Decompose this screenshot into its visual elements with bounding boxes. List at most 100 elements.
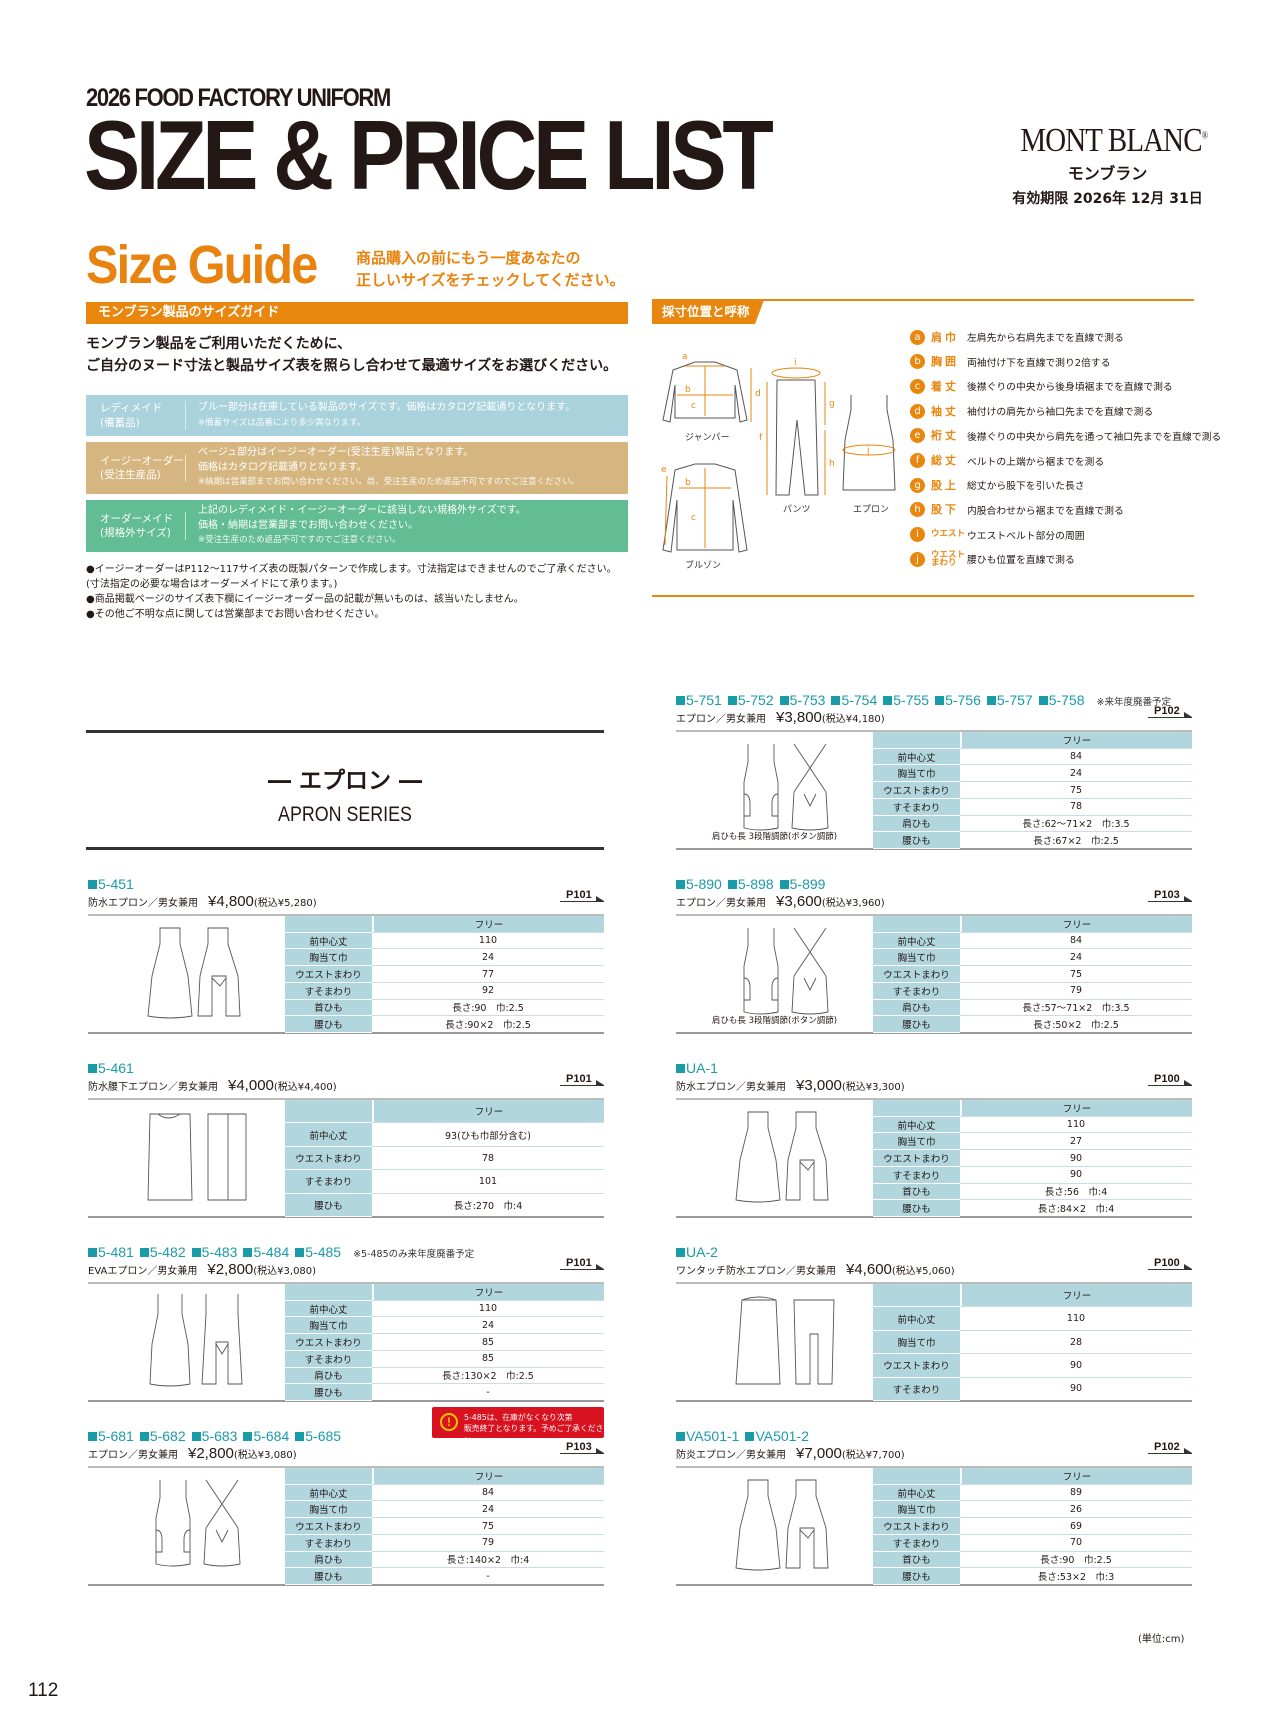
category-type: (受注生産品) xyxy=(100,469,161,481)
measure-value: 75 xyxy=(481,1520,495,1532)
measure-value: 長さ:56 巾:4 xyxy=(1044,1187,1108,1199)
measure-label: 前中心丈 xyxy=(285,1123,372,1147)
description-line: ベージュ部分はイージーオーダー(受注生産)製品となります。 xyxy=(198,447,474,459)
catalog-page-link[interactable]: P102 xyxy=(1148,705,1192,718)
square-bullet-icon xyxy=(779,696,789,705)
letter-badge-icon: f xyxy=(910,453,925,468)
measure-label: ウエストまわり xyxy=(285,1518,372,1535)
header-blank xyxy=(285,1284,372,1301)
measure-label: 肩ひも xyxy=(285,1551,372,1569)
measure-label: すそまわり xyxy=(285,982,372,1000)
measure-value: 長さ:130×2 巾:2.5 xyxy=(442,1371,534,1383)
product-name-line: 防炎エプロン／男女兼用 ¥7,000(税込¥7,700) P102 xyxy=(676,1441,1192,1463)
catalog-page-link[interactable]: P100 xyxy=(1148,1257,1192,1270)
catalog-page-link[interactable]: P102 xyxy=(1148,1441,1192,1454)
illustration-area xyxy=(88,916,285,1032)
measure-label: 肩ひも xyxy=(873,999,960,1017)
legend-term: 股上 xyxy=(931,478,959,492)
description-line: ブルー部分は在庫している製品のサイズです。価格はカタログ記載通りとなります。 xyxy=(198,402,576,413)
product-price-tax: (税込¥4,180) xyxy=(821,714,885,725)
product-codes: 5-461 xyxy=(88,1060,604,1077)
catalog-page-link[interactable]: P100 xyxy=(1148,1073,1192,1086)
measure-value: 84 xyxy=(1069,935,1083,947)
measure-label: 腰ひも xyxy=(873,1200,960,1218)
legend-term: 股下 xyxy=(931,503,959,517)
header-blank xyxy=(873,1468,960,1485)
measure-label: 腰ひも xyxy=(285,1384,372,1402)
size-grid: フリー 前中心丈 110 胸当て巾 24 ウエストまわり 85 すそまわり 85 肩ひも 長さ:13… xyxy=(285,1284,604,1402)
size-grid: フリー 前中心丈 110 胸当て巾 28 ウエストまわり 90 すそまわり 90 xyxy=(873,1284,1192,1402)
size-header: フリー xyxy=(372,1284,604,1300)
measure-label: 前中心丈 xyxy=(873,1484,960,1502)
letter-badge-icon: d xyxy=(910,403,925,419)
category-label: イージーオーダー (受注生産品) xyxy=(86,453,186,483)
size-guide-title: Size Guide xyxy=(86,235,318,295)
measure-value: 26 xyxy=(1069,1503,1083,1515)
catalog-page-link[interactable]: P103 xyxy=(560,1441,604,1454)
measure-value: 92 xyxy=(481,985,495,997)
header-blank xyxy=(285,1100,372,1124)
table-row: すそまわり 79 xyxy=(873,982,1192,1000)
table-row: 腰ひも 長さ:270 巾:4 xyxy=(285,1193,604,1218)
measurement-tab: 採寸位置と呼称 xyxy=(652,300,764,324)
measure-label: 腰ひも xyxy=(873,832,960,850)
catalog-page-link[interactable]: P103 xyxy=(1148,889,1192,902)
legend-description: ウエストベルト部分の周囲 xyxy=(967,530,1085,542)
legend-item: e 裄丈 後襟ぐりの中央から肩先を通って袖口先までを直線で測る xyxy=(910,426,1221,446)
square-bullet-icon xyxy=(779,880,789,889)
size-table: フリー 前中心丈 110 胸当て巾 24 ウエストまわり 77 すそまわり 92 首ひも 長さ:90… xyxy=(88,914,604,1034)
table-row: 肩ひも 長さ:57〜71×2 巾:3.5 xyxy=(873,999,1192,1017)
catalog-page-link[interactable]: P101 xyxy=(560,1073,604,1086)
illustration-area xyxy=(676,1100,873,1216)
catalog-page-link[interactable]: P101 xyxy=(560,1257,604,1270)
apron-illustration xyxy=(155,1479,241,1567)
product-price: ¥2,800 xyxy=(188,1445,234,1462)
size-category: イージーオーダー (受注生産品) ベージュ部分はイージーオーダー(受注生産)製品とな… xyxy=(86,442,628,494)
svg-text:e: e xyxy=(661,465,667,475)
description-note: ※備蓄サイズは品番により多少異なります。 xyxy=(198,417,366,428)
table-row: 腰ひも 長さ:84×2 巾:4 xyxy=(873,1200,1192,1218)
square-bullet-icon xyxy=(243,1248,253,1257)
measure-label: すそまわり xyxy=(285,1534,372,1552)
note-line: (寸法指定の必要な場合はオーダーメイドにて承ります。) xyxy=(86,579,338,590)
category-description: ベージュ部分はイージーオーダー(受注生産)製品となります。 価格はカタログ記載通り… xyxy=(198,446,579,490)
header-blank xyxy=(873,916,960,933)
table-row: 首ひも 長さ:90 巾:2.5 xyxy=(285,999,604,1017)
measure-value: 28 xyxy=(1069,1336,1083,1348)
size-header: フリー xyxy=(960,1100,1192,1116)
table-row: 肩ひも 長さ:140×2 巾:4 xyxy=(285,1551,604,1569)
table-row: 腰ひも 長さ:50×2 巾:2.5 xyxy=(873,1016,1192,1034)
legend-term: ウエスト xyxy=(931,529,966,540)
svg-text:c: c xyxy=(691,513,696,523)
warning-line: 5-485は、在庫がなくなり次第 xyxy=(464,1413,573,1422)
table-row: 腰ひも 長さ:53×2 巾:3 xyxy=(873,1568,1192,1586)
svg-text:h: h xyxy=(829,459,835,469)
measure-label: ウエストまわり xyxy=(285,1334,372,1351)
size-header: フリー xyxy=(960,1468,1192,1484)
product-code: 5-752 xyxy=(737,692,774,708)
table-row: ウエストまわり 78 xyxy=(285,1146,604,1171)
legend-term: 袖丈 xyxy=(931,404,959,418)
letter-badge-icon: e xyxy=(910,428,925,444)
brand-block: MONT BLANC® モンブラン 有効期限 2026年 12月 31日 xyxy=(1005,122,1210,208)
product-price-tax: (税込¥4,400) xyxy=(273,1082,337,1093)
product-code: 5-684 xyxy=(253,1428,290,1444)
catalog-page-link[interactable]: P101 xyxy=(560,889,604,902)
jumper-label: ジャンパー xyxy=(685,432,730,443)
legend-item: j ウエストまわり 腰ひも位置を直線で測る xyxy=(910,549,1075,569)
product-name: エプロン／男女兼用 xyxy=(88,1450,178,1461)
lead-line: ご自分のヌード寸法と製品サイズ表を照らし合わせて最適サイズをお選びください。 xyxy=(86,358,618,375)
product-block: VA501-1 VA501-2 防炎エプロン／男女兼用 ¥7,000(税込¥7,700… xyxy=(676,1428,1192,1586)
size-header: フリー xyxy=(960,732,1192,748)
measure-label: 胸当て巾 xyxy=(873,765,960,783)
measure-value: - xyxy=(486,1570,490,1582)
category-name: オーダーメイド xyxy=(100,512,174,525)
measure-label: すそまわり xyxy=(873,1377,960,1402)
measure-label: 胸当て巾 xyxy=(285,1317,372,1335)
table-row: 前中心丈 84 xyxy=(285,1484,604,1502)
measure-value: 79 xyxy=(481,1537,495,1549)
product-code: UA-1 xyxy=(686,1060,718,1076)
measure-label: ウエストまわり xyxy=(873,1354,960,1378)
product-name-line: 防水エプロン／男女兼用 ¥3,000(税込¥3,300) P100 xyxy=(676,1073,1192,1095)
product-block: 5-451 防水エプロン／男女兼用 ¥4,800(税込¥5,280) P101 フリー前… xyxy=(88,876,604,1034)
